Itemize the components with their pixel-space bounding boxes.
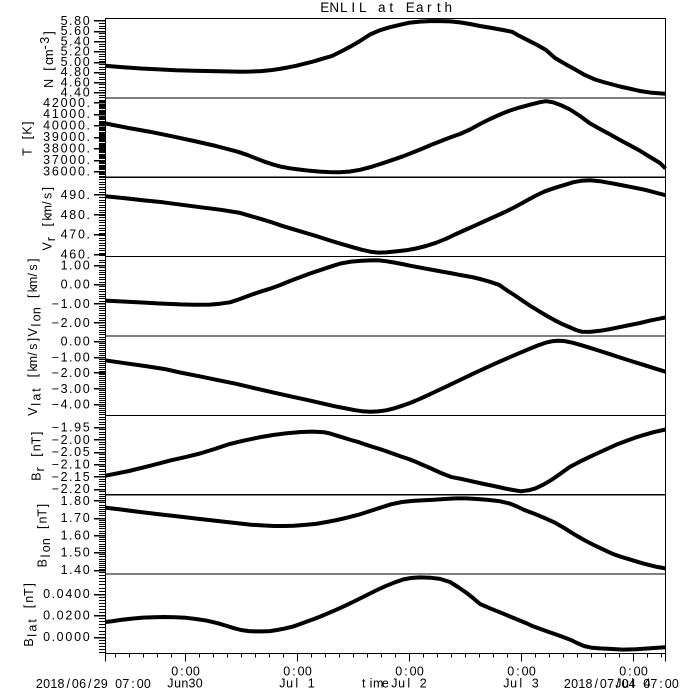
svg-text:−4.00: −4. 0 0 [52, 398, 90, 412]
svg-text:1.70: 1.70 [61, 511, 90, 525]
svg-text:5.00: 5.00 [61, 55, 90, 69]
svg-text:0:00: 0:00 [283, 664, 312, 678]
svg-text:490.: 490. [61, 188, 90, 202]
svg-text:0:00: 0:00 [619, 664, 648, 678]
svg-text:−2.00: −2. 0 0 [52, 433, 90, 447]
svg-text:0.00: 0.00 [61, 335, 90, 349]
svg-text:−2.20: −2. 2 0 [52, 482, 90, 496]
svg-text:Br[nT]: Br[nT] [30, 432, 47, 481]
svg-text:Jun30: Jun30 [167, 676, 202, 690]
svg-text:0:00: 0:00 [171, 664, 200, 678]
svg-text:4.80: 4.80 [61, 65, 90, 79]
svg-text:5.40: 5.40 [61, 35, 90, 49]
svg-text:T[K]: T[K] [21, 121, 35, 155]
svg-text:480.: 480. [61, 208, 90, 222]
svg-text:1.80: 1.80 [61, 494, 90, 508]
svg-text:Vlat[km/s]: Vlat[km/s] [26, 338, 43, 416]
svg-text:−1.00: −1. 0 0 [52, 350, 90, 364]
svg-text:Vlon[km/s]: Vlon[km/s] [26, 259, 43, 337]
svg-text:1.60: 1.60 [61, 528, 90, 542]
svg-text:470.: 470. [61, 228, 90, 242]
svg-text:−2.00: −2. 0 0 [52, 366, 90, 380]
svg-text:5.80: 5.80 [61, 14, 90, 28]
svg-text:Blon[nT]: Blon[nT] [36, 504, 53, 568]
svg-text:−2.05: −2. 0 5 [52, 445, 90, 459]
svg-text:Vr[km/s]: Vr[km/s] [41, 187, 58, 251]
svg-text:1.00: 1.00 [61, 258, 90, 272]
svg-text:0.00: 0.00 [61, 278, 90, 292]
svg-text:−1.95: −1. 9 5 [52, 420, 90, 434]
svg-text:1.50: 1.50 [61, 546, 90, 560]
svg-text:0:00: 0:00 [507, 664, 536, 678]
svg-text:460.: 460. [61, 247, 90, 261]
svg-text:5.60: 5.60 [61, 24, 90, 38]
svg-text:−2.00: −2. 0 0 [52, 316, 90, 330]
svg-text:−2.10: −2. 1 0 [52, 458, 90, 472]
svg-text:4.40: 4.40 [61, 86, 90, 100]
svg-text:5.20: 5.20 [61, 45, 90, 59]
svg-text:−3.00: −3. 0 0 [52, 382, 90, 396]
svg-text:N[cm-3]: N[cm-3] [38, 31, 56, 88]
svg-text:−2.15: −2. 1 5 [52, 470, 90, 484]
svg-text:Blat[nT]: Blat[nT] [22, 583, 39, 647]
svg-text:−1.00: −1. 0 0 [52, 297, 90, 311]
svg-text:0:00: 0:00 [395, 664, 424, 678]
svg-text:1.40: 1.40 [61, 563, 90, 577]
svg-text:4.60: 4.60 [61, 76, 90, 90]
